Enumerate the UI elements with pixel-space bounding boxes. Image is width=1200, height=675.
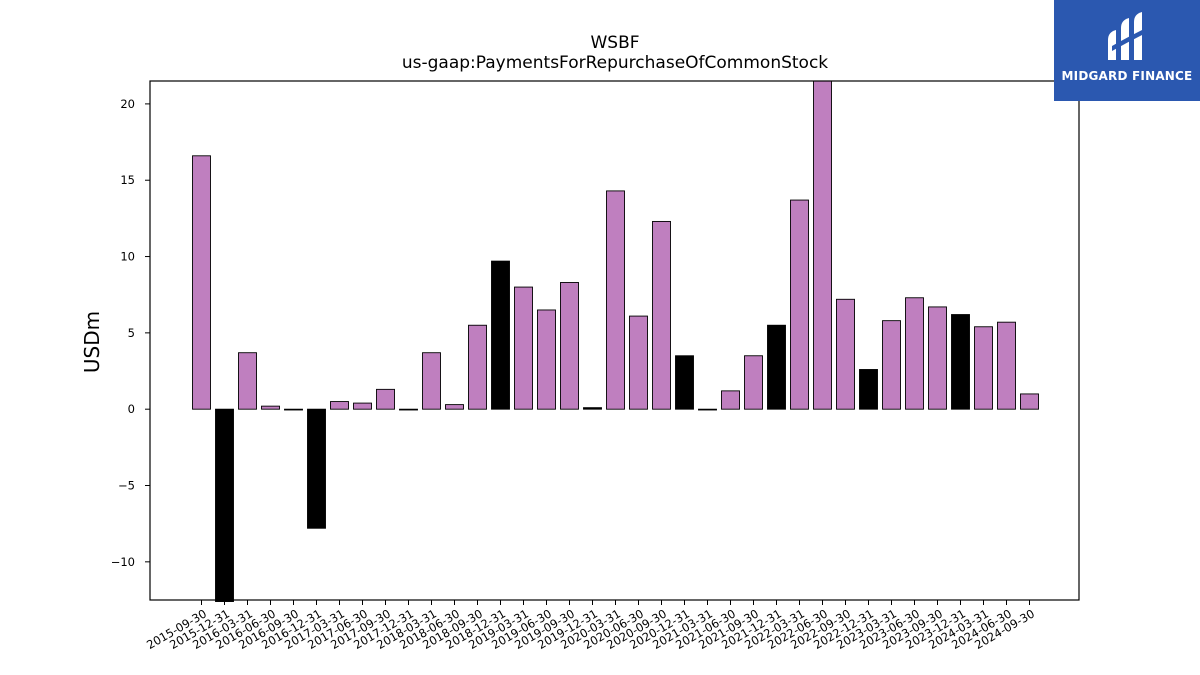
chart-subtitle: us-gaap:PaymentsForRepurchaseOfCommonSto… xyxy=(402,53,828,73)
logo-text: MIDGARD FINANCE xyxy=(1061,69,1193,83)
chart-title: WSBF xyxy=(590,33,639,53)
bar-2021-03-31 xyxy=(698,408,717,411)
bar-2016-03-31 xyxy=(238,352,257,410)
bar-2023-06-30 xyxy=(905,297,924,410)
bar-2022-09-30 xyxy=(836,298,855,410)
x-axis: 2015-09-302015-12-312016-03-312016-06-30… xyxy=(144,600,1037,652)
bar-2017-03-31 xyxy=(330,401,349,410)
bar-2015-12-31 xyxy=(215,408,234,602)
bar-2023-09-30 xyxy=(928,306,947,410)
y-tick-label: 10 xyxy=(120,250,135,264)
bar-2020-03-31 xyxy=(606,190,625,410)
bar-2021-12-31 xyxy=(767,324,786,410)
y-tick-label: −5 xyxy=(118,479,135,493)
bar-2020-09-30 xyxy=(652,220,671,410)
midgard-finance-logo: MIDGARD FINANCE xyxy=(1054,0,1200,101)
bar-2021-06-30 xyxy=(721,390,740,410)
bar-2021-09-30 xyxy=(744,355,763,410)
bar-2019-12-31 xyxy=(583,407,602,410)
bar-2019-06-30 xyxy=(537,309,556,410)
bar-2024-09-30 xyxy=(1020,393,1039,410)
bar-2023-03-31 xyxy=(882,320,901,410)
bars-group xyxy=(192,80,1039,602)
bar-2017-12-31 xyxy=(399,408,418,411)
y-tick-label: 5 xyxy=(128,326,135,340)
bar-2016-09-30 xyxy=(284,408,303,411)
y-tick-label: −10 xyxy=(111,555,135,569)
bar-2017-06-30 xyxy=(353,402,372,410)
y-tick-label: 20 xyxy=(120,97,135,111)
bar-2022-06-30 xyxy=(813,80,832,410)
bar-2018-09-30 xyxy=(468,324,487,410)
bar-2018-12-31 xyxy=(491,260,510,410)
bar-2018-03-31 xyxy=(422,352,441,410)
bar-2018-06-30 xyxy=(445,404,464,410)
midgard-logo-icon xyxy=(1108,12,1146,60)
bar-2022-03-31 xyxy=(790,199,809,410)
bar-2016-06-30 xyxy=(261,405,280,410)
y-axis-label: USDm xyxy=(80,311,104,373)
y-tick-label: 0 xyxy=(128,402,135,416)
y-axis: −10 −5 0 5 10 15 20 xyxy=(111,97,150,569)
bar-2015-09-30 xyxy=(192,155,211,410)
bar-2019-03-31 xyxy=(514,286,533,410)
bar-2024-06-30 xyxy=(997,321,1016,410)
y-tick-label: 15 xyxy=(120,173,135,187)
bar-2023-12-31 xyxy=(951,314,970,410)
bar-2017-09-30 xyxy=(376,388,395,410)
bar-2022-12-31 xyxy=(859,369,878,410)
bar-2016-12-31 xyxy=(307,408,326,529)
bar-2019-09-30 xyxy=(560,282,579,410)
bar-2024-03-31 xyxy=(974,326,993,410)
bar-2020-06-30 xyxy=(629,315,648,410)
bar-2020-12-31 xyxy=(675,355,694,410)
plot-frame xyxy=(149,80,1080,601)
